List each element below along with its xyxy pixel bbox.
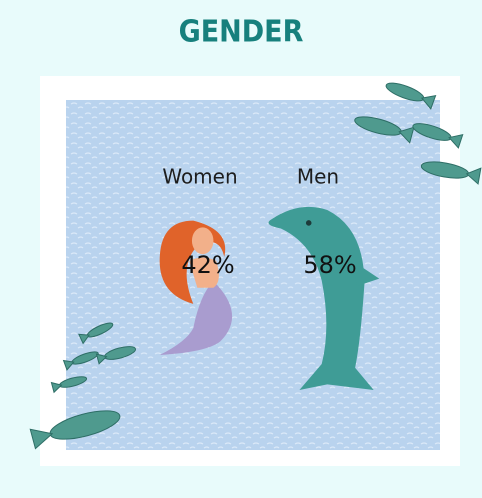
- value-label: 42%: [181, 251, 234, 279]
- eye: [306, 220, 312, 226]
- title: GENDER: [179, 15, 304, 50]
- value-label: 58%: [303, 251, 356, 279]
- category-label: Men: [297, 165, 339, 189]
- page: GENDER Women42%Men58% (() => { const dat…: [0, 0, 482, 494]
- infographic: GENDER Women 42% Men 58%: [0, 0, 482, 494]
- category-label: Women: [162, 165, 237, 189]
- water: [66, 100, 440, 450]
